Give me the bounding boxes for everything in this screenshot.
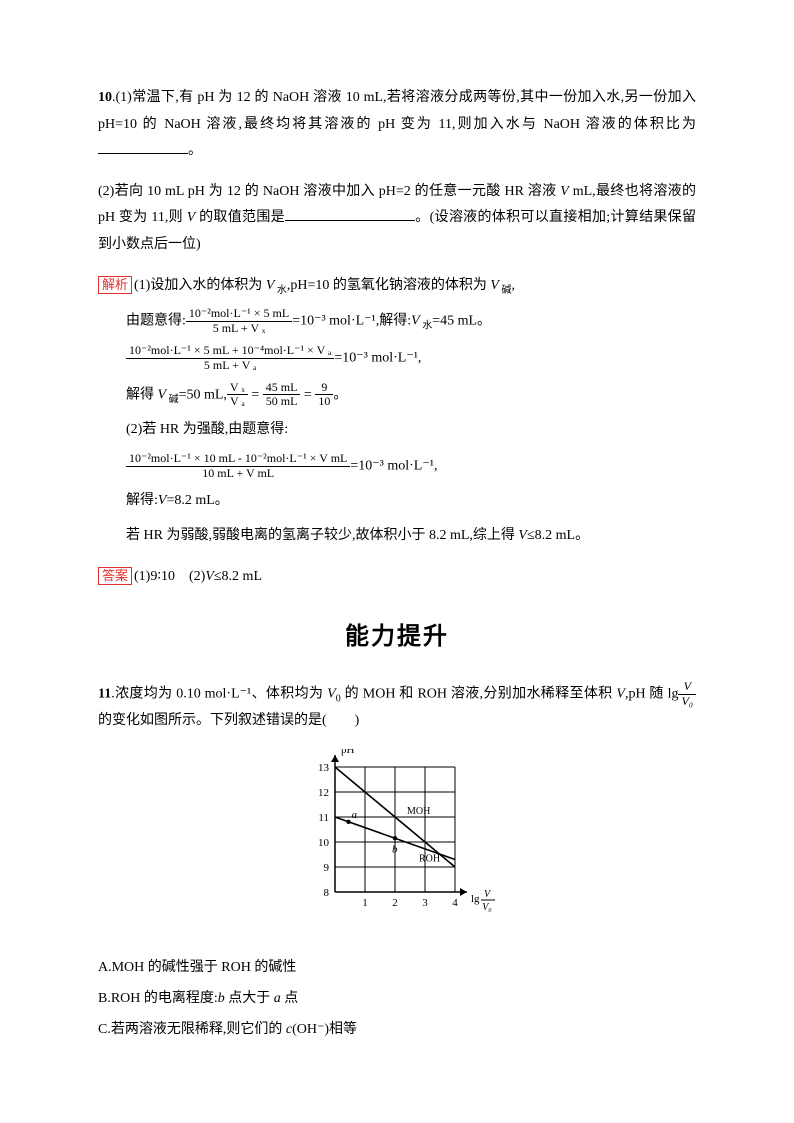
- s1-pre: 由题意得:: [126, 314, 186, 329]
- svg-text:MOH: MOH: [407, 806, 430, 817]
- analysis-intro: (1)设加入水的体积为: [134, 278, 266, 293]
- q11-number: 11: [98, 686, 111, 701]
- s3-pre: 解得: [126, 387, 158, 402]
- s3-end: 。: [333, 387, 347, 402]
- fraction-1: 10⁻²mol·L⁻¹ × 5 mL5 mL + V ₓ: [186, 307, 292, 336]
- q11-chart: 89101112131234pHlgVV₀MOHROHab: [98, 749, 696, 940]
- q11-t1: .浓度均为 0.10 mol·L⁻¹、体积均为: [111, 686, 327, 701]
- svg-text:13: 13: [318, 762, 330, 774]
- blank-2: [285, 207, 415, 221]
- q11-options: A.MOH 的碱性强于 ROH 的碱性 B.ROH 的电离程度:b 点大于 a …: [98, 955, 696, 1043]
- step-1: 由题意得:10⁻²mol·L⁻¹ × 5 mL5 mL + V ₓ=10⁻³ m…: [126, 307, 696, 336]
- fraction-2: 10⁻²mol·L⁻¹ × 5 mL + 10⁻⁴mol·L⁻¹ × V ₐ5 …: [126, 344, 334, 373]
- step-6: 若 HR 为弱酸,弱酸电离的氢离子较少,故体积小于 8.2 mL,综上得 V≤8…: [126, 523, 696, 550]
- svg-text:9: 9: [324, 862, 330, 874]
- s3-mid: =50 mL,: [179, 387, 227, 402]
- s1-post: =10⁻³ mol·L⁻¹,解得:: [292, 314, 411, 329]
- question-10: 10.(1)常温下,有 pH 为 12 的 NaOH 溶液 10 mL,若将溶液…: [98, 85, 696, 165]
- q11-t3: ,pH 随 lg: [625, 686, 679, 701]
- answer-text: (1)9∶10 (2): [134, 569, 205, 584]
- option-c: C.若两溶液无限稀释,则它们的 c(OH⁻)相等: [98, 1017, 696, 1044]
- q10-number: 10: [98, 90, 112, 105]
- fraction-3c: 910: [315, 381, 333, 410]
- svg-text:pH: pH: [341, 749, 355, 756]
- fraction-4: 10⁻²mol·L⁻¹ × 10 mL - 10⁻²mol·L⁻¹ × V mL…: [126, 452, 350, 481]
- q10-part1: 10.(1)常温下,有 pH 为 12 的 NaOH 溶液 10 mL,若将溶液…: [98, 85, 696, 165]
- q10-analysis: 解析(1)设加入水的体积为 V 水,pH=10 的氢氧化钠溶液的体积为 V 碱,…: [98, 273, 696, 550]
- analysis-label: 解析: [98, 276, 132, 295]
- s4-post: =10⁻³ mol·L⁻¹,: [350, 458, 437, 473]
- question-11: 11.浓度均为 0.10 mol·L⁻¹、体积均为 V0 的 MOH 和 ROH…: [98, 680, 696, 735]
- s5-val: =8.2 mL。: [166, 493, 228, 508]
- svg-text:a: a: [352, 809, 358, 821]
- svg-text:3: 3: [422, 897, 428, 909]
- analysis-intro2: ,pH=10 的氢氧化钠溶液的体积为: [287, 278, 491, 293]
- step-4-intro: (2)若 HR 为强酸,由题意得:: [126, 417, 696, 444]
- q10-answer: 答案(1)9∶10 (2)V≤8.2 mL: [98, 564, 696, 591]
- fraction-3b: 45 mL50 mL: [263, 381, 301, 410]
- option-a: A.MOH 的碱性强于 ROH 的碱性: [98, 955, 696, 982]
- q10-part2: (2)若向 10 mL pH 为 12 的 NaOH 溶液中加入 pH=2 的任…: [98, 179, 696, 259]
- q11-t2: 的 MOH 和 ROH 溶液,分别加水稀释至体积: [341, 686, 617, 701]
- s6-end: ≤8.2 mL。: [527, 528, 589, 543]
- q11-t4: 的变化如图所示。下列叙述错误的是( ): [98, 713, 359, 728]
- s1-res: =45 mL。: [432, 314, 491, 329]
- var-v: V: [560, 184, 569, 199]
- svg-text:V: V: [484, 889, 492, 900]
- s2-post: =10⁻³ mol·L⁻¹,: [334, 350, 421, 365]
- svg-text:8: 8: [324, 887, 330, 899]
- svg-text:1: 1: [362, 897, 368, 909]
- q10-p2-t3: 的取值范围是: [195, 210, 285, 225]
- q10-p2-t1: (2)若向 10 mL pH 为 12 的 NaOH 溶液中加入 pH=2 的任…: [98, 184, 560, 199]
- answer-text2: ≤8.2 mL: [214, 569, 262, 584]
- fraction-3a: V ₓV ₐ: [227, 381, 248, 410]
- step-2: 10⁻²mol·L⁻¹ × 5 mL + 10⁻⁴mol·L⁻¹ × V ₐ5 …: [126, 344, 696, 373]
- svg-text:10: 10: [318, 837, 330, 849]
- blank-1: [98, 140, 188, 154]
- svg-text:ROH: ROH: [419, 853, 440, 864]
- q10-p1-text: .(1)常温下,有 pH 为 12 的 NaOH 溶液 10 mL,若将溶液分成…: [98, 90, 696, 132]
- svg-text:lg: lg: [471, 893, 480, 905]
- var-vbase: V: [490, 278, 499, 293]
- step-4: 10⁻²mol·L⁻¹ × 10 mL - 10⁻²mol·L⁻¹ × V mL…: [126, 452, 696, 481]
- svg-text:V₀: V₀: [482, 902, 492, 913]
- step-5: 解得:V=8.2 mL。: [126, 488, 696, 515]
- svg-text:2: 2: [392, 897, 398, 909]
- svg-text:11: 11: [318, 812, 329, 824]
- svg-text:12: 12: [318, 787, 329, 799]
- svg-text:b: b: [392, 843, 398, 855]
- svg-text:4: 4: [452, 897, 458, 909]
- q10-p1-suffix: 。: [188, 143, 202, 158]
- section-title: 能力提升: [98, 614, 696, 660]
- answer-label: 答案: [98, 567, 132, 586]
- s5-pre: 解得:: [126, 493, 158, 508]
- step-3: 解得 V 碱=50 mL,V ₓV ₐ = 45 mL50 mL = 910。: [126, 381, 696, 410]
- q11-frac: VV₀: [678, 680, 696, 709]
- s6-text: 若 HR 为弱酸,弱酸电离的氢离子较少,故体积小于 8.2 mL,综上得: [126, 528, 518, 543]
- option-b: B.ROH 的电离程度:b 点大于 a 点: [98, 986, 696, 1013]
- ph-chart-svg: 89101112131234pHlgVV₀MOHROHab: [297, 749, 497, 929]
